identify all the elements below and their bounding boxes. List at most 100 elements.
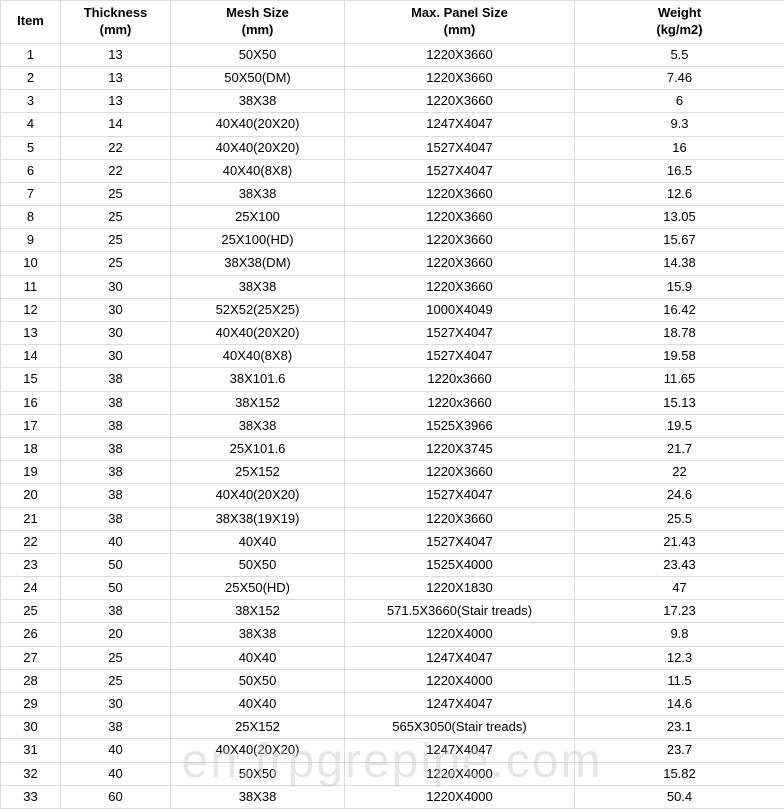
cell: 31: [1, 739, 61, 762]
cell: 16: [1, 391, 61, 414]
cell: 29: [1, 693, 61, 716]
cell: 2: [1, 66, 61, 89]
table-row: 92525X100(HD)1220X366015.67: [1, 229, 784, 252]
cell: 1247X4047: [345, 646, 575, 669]
cell: 50X50: [171, 553, 345, 576]
table-row: 62240X40(8X8)1527X404716.5: [1, 159, 784, 182]
table-row: 262038X381220X40009.8: [1, 623, 784, 646]
cell: 571.5X3660(Stair treads): [345, 600, 575, 623]
cell: 5: [1, 136, 61, 159]
cell: 21.7: [575, 437, 784, 460]
cell: 38: [61, 414, 171, 437]
cell: 24: [1, 577, 61, 600]
table-row: 314040X40(20X20)1247X404723.7: [1, 739, 784, 762]
cell: 11.5: [575, 669, 784, 692]
header-row: ItemThickness(mm)Mesh Size(mm)Max. Panel…: [1, 1, 784, 44]
cell: 1220X3660: [345, 275, 575, 298]
cell: 12.6: [575, 182, 784, 205]
cell: 40: [61, 739, 171, 762]
cell: 1220X4000: [345, 623, 575, 646]
cell: 30: [1, 716, 61, 739]
cell: 25X100(HD): [171, 229, 345, 252]
cell: 40X40(20X20): [171, 484, 345, 507]
table-row: 253838X152571.5X3660(Stair treads)17.23: [1, 600, 784, 623]
cell: 1527X4047: [345, 484, 575, 507]
cell: 1220X1830: [345, 577, 575, 600]
cell: 40X40(20X20): [171, 322, 345, 345]
column-header-0: Item: [1, 1, 61, 44]
cell: 1527X4047: [345, 345, 575, 368]
cell: 38: [61, 437, 171, 460]
cell: 14.38: [575, 252, 784, 275]
cell: 40: [61, 530, 171, 553]
cell: 13: [1, 322, 61, 345]
cell: 25X152: [171, 461, 345, 484]
cell: 25X152: [171, 716, 345, 739]
cell: 30: [61, 298, 171, 321]
cell: 1527X4047: [345, 136, 575, 159]
cell: 52X52(25X25): [171, 298, 345, 321]
cell: 47: [575, 577, 784, 600]
cell: 38X38: [171, 785, 345, 808]
cell: 1525X3966: [345, 414, 575, 437]
cell: 16: [575, 136, 784, 159]
cell: 38X38: [171, 90, 345, 113]
cell: 18.78: [575, 322, 784, 345]
table-row: 303825X152565X3050(Stair treads)23.1: [1, 716, 784, 739]
cell: 1220X3660: [345, 66, 575, 89]
cell: 17.23: [575, 600, 784, 623]
cell: 1220X4000: [345, 785, 575, 808]
table-row: 153838X101.61220x366011.65: [1, 368, 784, 391]
cell: 30: [61, 693, 171, 716]
cell: 27: [1, 646, 61, 669]
column-header-main: Mesh Size: [175, 5, 340, 22]
cell: 60: [61, 785, 171, 808]
cell: 38: [61, 600, 171, 623]
column-header-main: Thickness: [65, 5, 166, 22]
cell: 22: [61, 159, 171, 182]
table-row: 72538X381220X366012.6: [1, 182, 784, 205]
cell: 3: [1, 90, 61, 113]
column-header-main: Weight: [579, 5, 780, 22]
cell: 25X100: [171, 206, 345, 229]
cell: 21: [1, 507, 61, 530]
cell: 1527X4047: [345, 159, 575, 182]
cell: 12.3: [575, 646, 784, 669]
cell: 15.13: [575, 391, 784, 414]
column-header-4: Weight(kg/m2): [575, 1, 784, 44]
cell: 38X152: [171, 391, 345, 414]
table-row: 143040X40(8X8)1527X404719.58: [1, 345, 784, 368]
column-header-sub: (kg/m2): [579, 22, 780, 39]
cell: 1247X4047: [345, 739, 575, 762]
cell: 1: [1, 43, 61, 66]
cell: 38X38(DM): [171, 252, 345, 275]
cell: 11.65: [575, 368, 784, 391]
cell: 21.43: [575, 530, 784, 553]
cell: 11: [1, 275, 61, 298]
cell: 25.5: [575, 507, 784, 530]
cell: 40X40(20X20): [171, 113, 345, 136]
cell: 15: [1, 368, 61, 391]
cell: 50X50: [171, 669, 345, 692]
cell: 1220X4000: [345, 762, 575, 785]
cell: 40X40(20X20): [171, 739, 345, 762]
cell: 38X38: [171, 182, 345, 205]
cell: 38: [61, 461, 171, 484]
cell: 23.7: [575, 739, 784, 762]
cell: 13: [61, 43, 171, 66]
table-header: ItemThickness(mm)Mesh Size(mm)Max. Panel…: [1, 1, 784, 44]
table-row: 123052X52(25X25)1000X404916.42: [1, 298, 784, 321]
cell: 40X40(8X8): [171, 345, 345, 368]
cell: 1525X4000: [345, 553, 575, 576]
cell: 14: [61, 113, 171, 136]
cell: 50X50: [171, 762, 345, 785]
cell: 19: [1, 461, 61, 484]
column-header-main: Max. Panel Size: [349, 5, 570, 22]
cell: 10: [1, 252, 61, 275]
cell: 15.82: [575, 762, 784, 785]
cell: 13.05: [575, 206, 784, 229]
cell: 15.67: [575, 229, 784, 252]
table-row: 272540X401247X404712.3: [1, 646, 784, 669]
cell: 24.6: [575, 484, 784, 507]
cell: 25: [1, 600, 61, 623]
